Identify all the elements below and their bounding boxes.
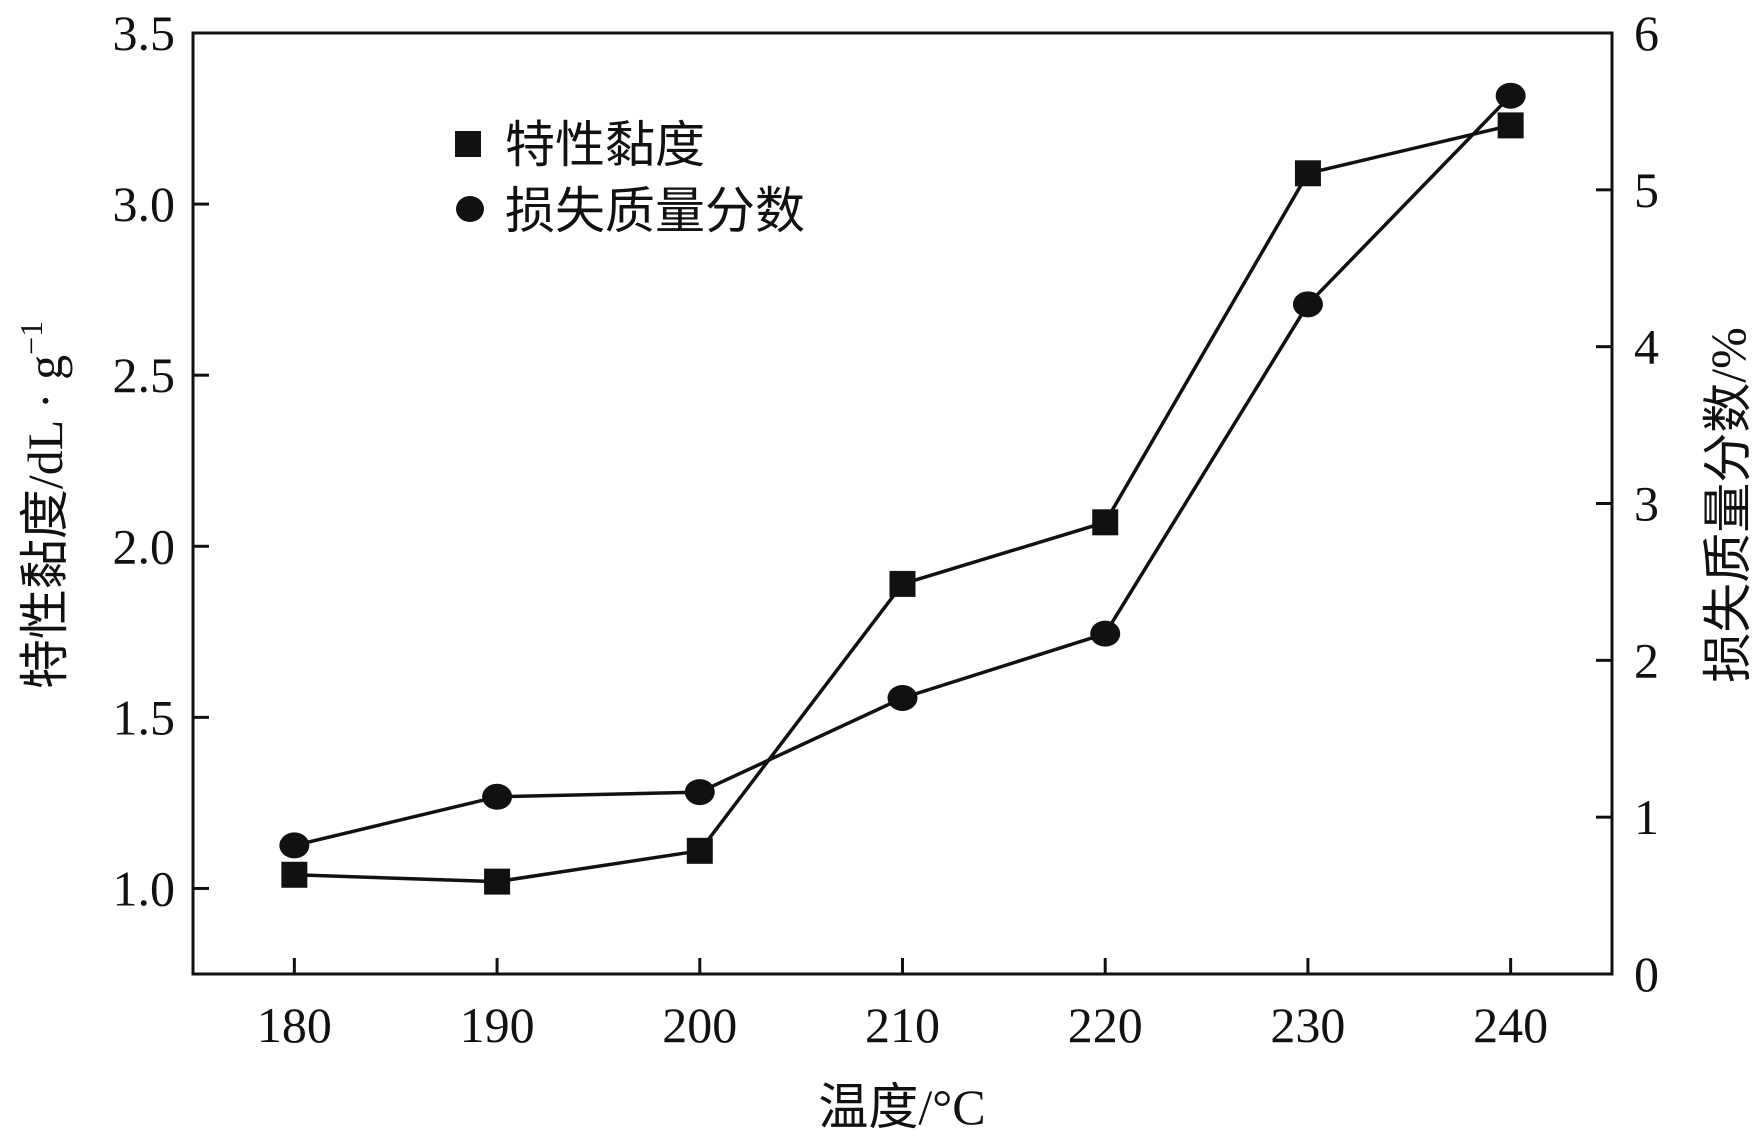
- right-y-tick-label: 5: [1634, 162, 1659, 218]
- left-y-axis-title-main: 特性黏度/dL · g: [17, 355, 73, 689]
- legend-circle-marker: [456, 196, 484, 222]
- right-y-tick-label: 2: [1634, 632, 1659, 688]
- right-y-tick-label: 4: [1634, 319, 1659, 375]
- data-point-mass-loss: [279, 832, 310, 859]
- x-tick-label: 200: [662, 997, 737, 1053]
- left-y-axis-ticks: 1.0 1.5 2.0 2.5 3.0 3.5: [113, 5, 209, 916]
- data-point-intrinsic-viscosity: [1497, 112, 1524, 139]
- legend-square-marker: [455, 131, 481, 157]
- data-point-intrinsic-viscosity: [484, 868, 511, 895]
- data-point-mass-loss: [1292, 291, 1323, 318]
- data-point-intrinsic-viscosity: [281, 861, 308, 888]
- right-y-axis-title: 损失质量分数/%: [1700, 327, 1756, 683]
- data-point-intrinsic-viscosity: [686, 837, 713, 864]
- left-y-axis-title: 特性黏度/dL · g−1: [13, 321, 73, 689]
- data-point-intrinsic-viscosity: [889, 570, 916, 597]
- left-y-axis-title-superscript: −1: [13, 321, 49, 355]
- x-tick-label: 180: [257, 997, 332, 1053]
- data-point-mass-loss: [1090, 620, 1121, 647]
- right-y-tick-label: 6: [1634, 5, 1659, 61]
- x-tick-label: 230: [1270, 997, 1345, 1053]
- series-markers: [279, 82, 1526, 895]
- left-y-tick-label: 1.0: [113, 860, 176, 916]
- left-y-tick-label: 2.5: [113, 347, 176, 403]
- left-y-tick-label: 3.0: [113, 176, 176, 232]
- x-axis-ticks: 180 190 200 210 220 230 240: [257, 958, 1548, 1053]
- x-tick-label: 240: [1473, 997, 1548, 1053]
- data-point-intrinsic-viscosity: [1294, 160, 1321, 187]
- plot-frame: [191, 31, 1614, 976]
- series-line-intrinsic-viscosity: [294, 123, 1512, 884]
- right-y-tick-label: 1: [1634, 789, 1659, 845]
- data-point-intrinsic-viscosity: [1092, 509, 1119, 536]
- right-y-tick-label: 3: [1634, 476, 1659, 532]
- x-tick-label: 190: [460, 997, 535, 1053]
- data-point-mass-loss: [482, 783, 513, 810]
- legend-label-intrinsic-viscosity: 特性黏度: [505, 117, 705, 173]
- x-tick-label: 210: [865, 997, 940, 1053]
- left-y-tick-label: 1.5: [113, 689, 176, 745]
- right-y-axis-ticks: 0 1 2 3 4 5 6: [1596, 5, 1659, 1002]
- left-y-tick-label: 3.5: [113, 5, 176, 61]
- x-tick-label: 220: [1068, 997, 1143, 1053]
- data-point-mass-loss: [1495, 82, 1526, 109]
- x-axis-title: 温度/°C: [818, 1079, 985, 1135]
- legend: 特性黏度 损失质量分数: [455, 117, 805, 239]
- legend-label-mass-loss: 损失质量分数: [505, 183, 805, 239]
- data-point-mass-loss: [887, 684, 918, 711]
- right-y-tick-label: 0: [1634, 946, 1659, 1002]
- left-y-tick-label: 2.0: [113, 518, 176, 574]
- data-point-mass-loss: [684, 779, 715, 806]
